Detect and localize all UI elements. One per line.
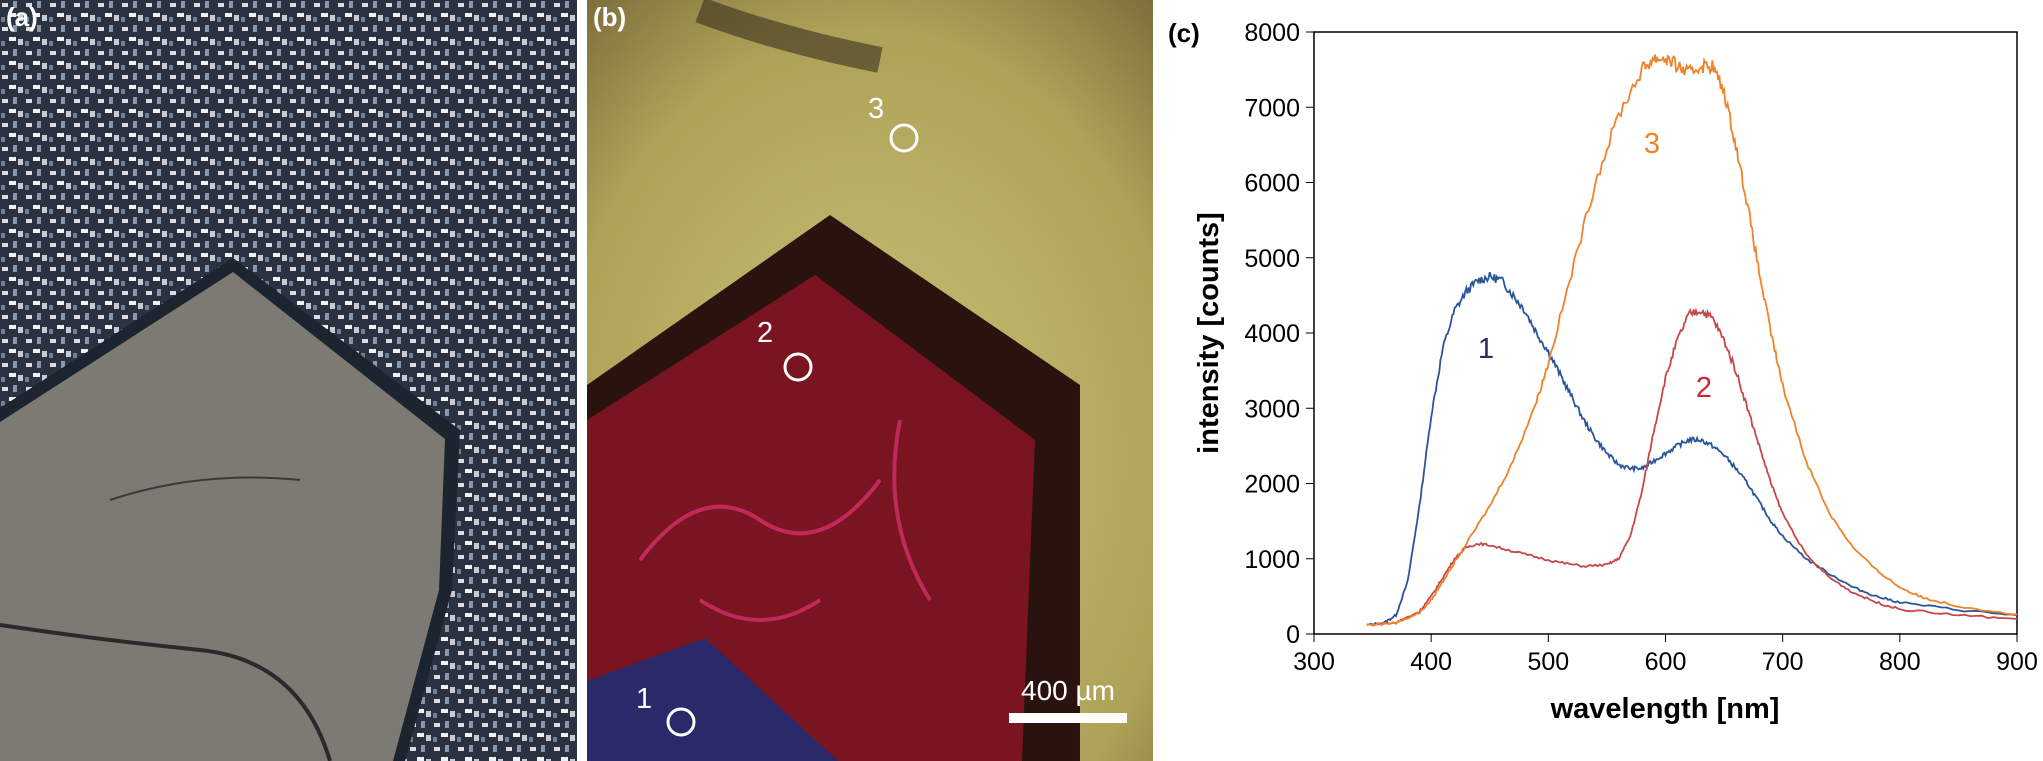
y-tick-label: 8000 [1244,19,1300,47]
spot-2-marker [783,352,813,382]
panel-b-micrograph: 3 2 1 400 µm (b) [587,0,1153,761]
panel-c-label: (c) [1168,18,1200,48]
y-tick-label: 4000 [1244,320,1300,348]
series-1-annotation: 1 [1478,333,1494,365]
y-tick-label: 7000 [1244,94,1300,122]
scale-bar-label: 400 µm [1021,675,1115,706]
spot-3-label: 3 [868,93,884,125]
y-tick-label: 3000 [1244,395,1300,423]
series-1-line [1366,271,2018,626]
y-tick-label: 6000 [1244,170,1300,198]
x-tick-label: 400 [1410,648,1452,676]
x-tick-label: 500 [1527,648,1569,676]
x-tick-label: 700 [1762,648,1804,676]
x-tick-label: 600 [1645,648,1687,676]
spot-3-marker [889,123,919,153]
spot-1-marker [666,707,696,737]
scale-bar [1009,713,1127,723]
y-tick-label: 0 [1286,621,1300,649]
x-tick-label: 900 [1996,648,2038,676]
x-axis-label: wavelength [nm] [1550,693,1780,725]
plot-frame [1313,31,2018,635]
series-3-annotation: 3 [1644,128,1660,160]
spectrum-chart: (c) 300 400 500 600 700 800 900 0 1000 2000 3000 40… [1168,18,2038,725]
y-tick-label: 2000 [1244,471,1300,499]
series-2-line [1366,307,2018,627]
y-tick-label: 5000 [1244,245,1300,273]
panel-b-label: (b) [593,2,626,32]
y-axis-label: intensity [counts] [1193,212,1225,454]
x-tick-label: 300 [1293,648,1335,676]
spot-1-label: 1 [636,683,652,715]
series-2-annotation: 2 [1696,372,1712,404]
y-tick-label: 1000 [1244,546,1300,574]
panel-a-micrograph: (a) [0,0,577,761]
panel-a-label: (a) [6,2,38,32]
series-3-line [1366,54,2018,627]
spot-2-label: 2 [757,317,773,349]
x-tick-label: 800 [1879,648,1921,676]
